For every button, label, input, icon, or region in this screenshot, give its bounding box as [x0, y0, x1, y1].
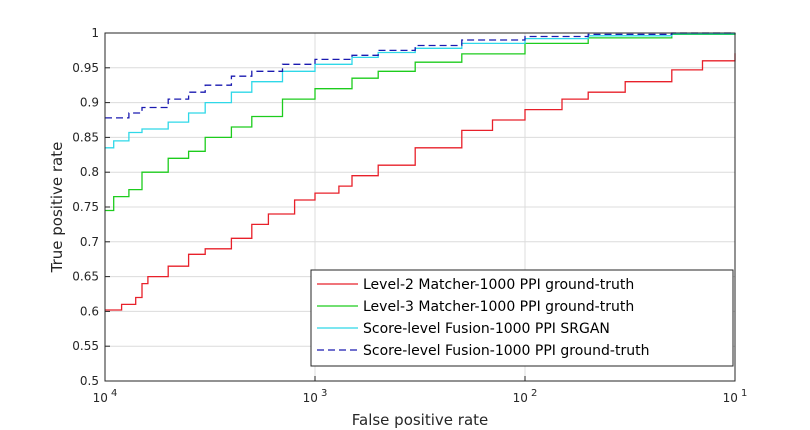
y-tick-labels: 0.5 0.55 0.6 0.65 0.7 0.75 0.8 0.85 0.9 0.95 1	[72, 26, 110, 388]
x-tick-label: 10 2	[513, 388, 538, 405]
x-tick-label: 10 3	[303, 388, 328, 405]
legend-entry: Level-2 Matcher-1000 PPI ground-truth	[363, 277, 634, 293]
y-tick-label: 0.5	[80, 374, 99, 388]
legend: Level-2 Matcher-1000 PPI ground-truth Lev…	[310, 269, 734, 367]
y-tick-label: 0.85	[72, 130, 99, 144]
x-tick-label: 10 1	[723, 388, 748, 405]
y-tick-label: 0.6	[80, 304, 99, 318]
y-tick-label: 0.8	[80, 165, 99, 179]
y-tick-label: 0.55	[72, 339, 99, 353]
series-line-4	[105, 32, 735, 119]
y-tick-label: 0.95	[72, 61, 99, 75]
y-axis-label: True positive rate	[48, 142, 66, 274]
legend-entry: Level-3 Matcher-1000 PPI ground-truth	[363, 299, 634, 315]
legend-entry: Score-level Fusion-1000 PPI SRGAN	[363, 321, 610, 337]
x-axis-label: False positive rate	[352, 411, 489, 429]
x-tick-label: 10 4	[93, 388, 118, 405]
y-tick-label: 1	[91, 26, 99, 40]
y-tick-label: 0.9	[80, 96, 99, 110]
y-tick-label: 0.7	[80, 235, 99, 249]
series-lines	[105, 32, 736, 311]
legend-entry: Score-level Fusion-1000 PPI ground-truth	[363, 343, 649, 359]
x-tick-labels: 10 4 10 3 10 2 10 1	[93, 376, 748, 405]
y-tick-label: 0.65	[72, 270, 99, 284]
y-tick-label: 0.75	[72, 200, 99, 214]
series-line-1	[105, 53, 736, 311]
legend-box	[310, 269, 734, 367]
